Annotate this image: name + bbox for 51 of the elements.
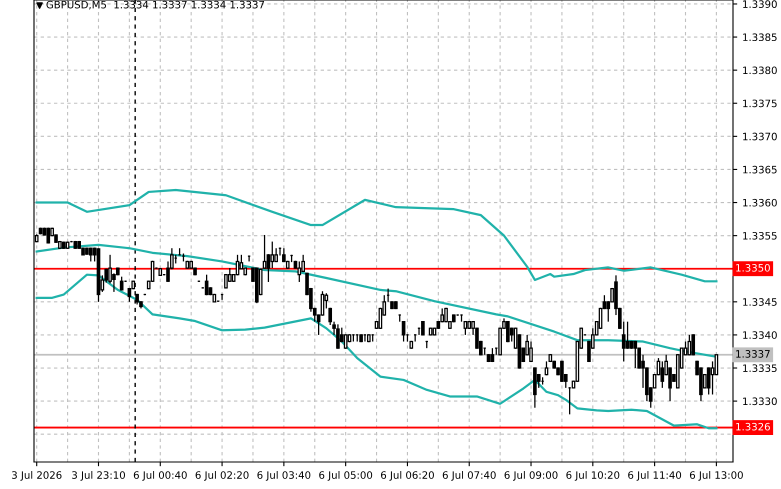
candlestick xyxy=(560,360,564,383)
candlestick xyxy=(506,320,510,343)
x-tick-label: 6 Jul 13:00 xyxy=(690,471,743,481)
line-series xyxy=(36,274,718,430)
candlestick xyxy=(262,234,266,270)
candlestick xyxy=(204,274,208,296)
y-tick-label: 1.3360 xyxy=(743,198,777,207)
x-tick-label: 6 Jul 09:00 xyxy=(504,471,558,481)
line-series xyxy=(36,188,718,282)
y-tick-label: 1.3380 xyxy=(743,66,777,74)
y-tick-label: 1.3330 xyxy=(743,397,777,406)
x-tick-label: 6 Jul 00:40 xyxy=(134,471,187,481)
y-tick-label: 1.3375 xyxy=(743,100,777,108)
ref-line-label: 1.3337 xyxy=(736,350,770,358)
candlestick xyxy=(46,227,50,244)
candlestick xyxy=(691,334,696,356)
candlestick xyxy=(529,340,533,363)
x-tick-label: 6 Jul 06:20 xyxy=(380,471,434,481)
y-tick-label: 1.3370 xyxy=(743,132,777,140)
candlestick xyxy=(120,276,124,292)
candlestick xyxy=(688,334,692,356)
ref-line-label: 1.3326 xyxy=(736,422,770,431)
x-tick-label: 3 Jul 23:10 xyxy=(72,471,125,481)
candlestick xyxy=(88,246,93,262)
x-tick-label: 6 Jul 10:20 xyxy=(566,471,620,481)
y-tick-label: 1.3385 xyxy=(743,33,777,42)
x-tick-label: 6 Jul 11:40 xyxy=(628,471,682,481)
x-tick-label: 6 Jul 07:40 xyxy=(442,471,496,481)
y-tick-label: 1.3365 xyxy=(743,166,777,174)
x-tick-label: 3 Jul 2026 xyxy=(12,471,62,481)
candlestick xyxy=(297,260,302,283)
candlestick xyxy=(490,348,494,363)
candlestick xyxy=(626,321,630,350)
x-tick-label: 6 Jul 03:40 xyxy=(257,471,310,481)
candlestick xyxy=(224,273,228,290)
chart-title: GBPUSD,M5 1.3334 1.3337 1.3334 1.3337 xyxy=(46,0,264,10)
x-tick-label: 6 Jul 05:00 xyxy=(319,471,372,481)
y-tick-label: 1.3345 xyxy=(743,298,777,306)
candlestick xyxy=(274,248,278,263)
candlestick xyxy=(633,340,638,369)
y-tick-label: 1.3340 xyxy=(743,331,777,339)
y-tick-label: 1.3335 xyxy=(743,364,777,372)
x-tick-label: 6 Jul 02:20 xyxy=(196,471,249,481)
y-tick-label: 1.3355 xyxy=(743,232,777,240)
candlestick xyxy=(660,360,664,388)
ref-line-label: 1.3350 xyxy=(736,264,770,272)
candlestick xyxy=(421,320,425,336)
candlestick xyxy=(344,334,348,350)
candlestick xyxy=(270,240,274,269)
candlestick xyxy=(336,324,340,350)
y-tick-label: 1.3390 xyxy=(743,0,777,8)
